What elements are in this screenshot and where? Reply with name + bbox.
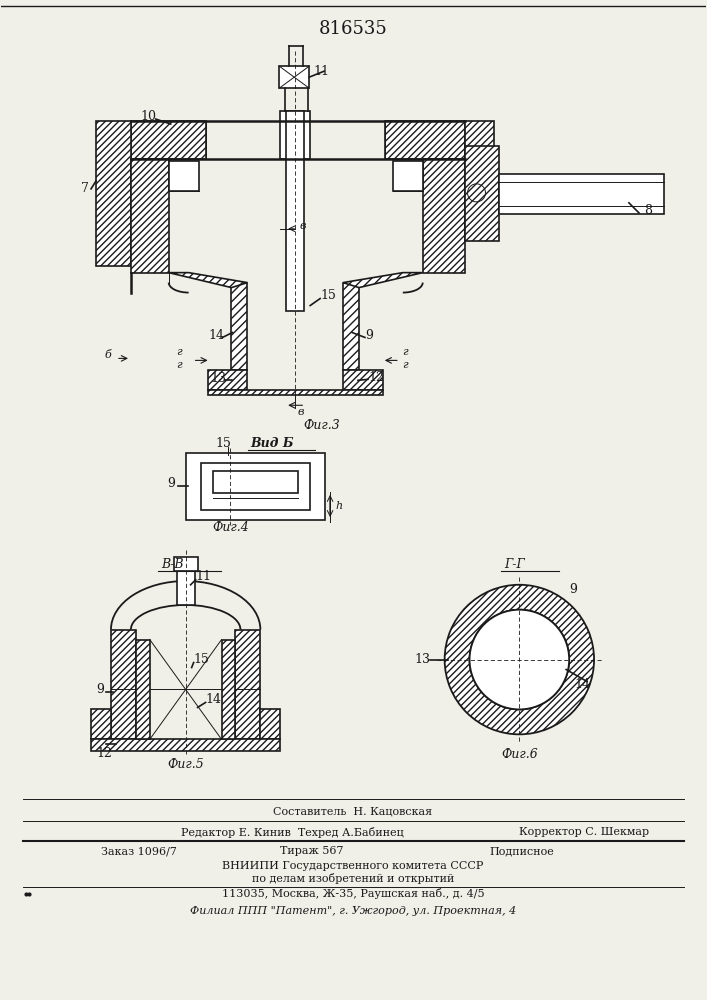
Bar [260, 709, 280, 739]
Bar [131, 121, 206, 159]
Text: Заказ 1096/7: Заказ 1096/7 [101, 846, 177, 856]
Text: 11: 11 [313, 65, 329, 78]
Text: б: б [104, 350, 111, 360]
Text: 11: 11 [196, 570, 211, 583]
Circle shape [469, 610, 569, 709]
Wedge shape [445, 585, 594, 734]
Text: 13: 13 [211, 372, 226, 385]
Bar [201, 463, 310, 510]
Bar [131, 159, 169, 273]
Bar [464, 146, 499, 241]
Text: 9: 9 [96, 683, 104, 696]
Bar [423, 159, 464, 273]
Text: 9: 9 [569, 583, 577, 596]
Bar [91, 739, 280, 751]
Bar [393, 161, 423, 191]
Text: Фиг.6: Фиг.6 [501, 748, 538, 761]
Bar [221, 640, 235, 739]
Text: 816535: 816535 [319, 20, 387, 38]
Text: Фиг.4: Фиг.4 [212, 521, 249, 534]
Text: Подписное: Подписное [489, 846, 554, 856]
Bar [169, 161, 199, 191]
Text: 9: 9 [168, 477, 175, 490]
Text: ВНИИПИ Государственного комитета СССР: ВНИИПИ Государственного комитета СССР [222, 861, 484, 871]
Text: 15: 15 [216, 437, 231, 450]
Bar [343, 370, 383, 390]
Text: 14: 14 [206, 693, 221, 706]
Text: г: г [402, 360, 407, 370]
Bar [208, 390, 383, 395]
Bar [499, 174, 664, 214]
Text: Фиг.5: Фиг.5 [168, 758, 204, 771]
Text: г: г [402, 347, 407, 357]
Text: Г-Г: Г-Г [504, 558, 525, 571]
Polygon shape [343, 273, 423, 288]
Text: 9: 9 [365, 329, 373, 342]
Bar [174, 557, 198, 571]
Bar [136, 640, 150, 739]
Text: Составитель  Н. Кацовская: Составитель Н. Кацовская [274, 806, 433, 816]
Text: 12: 12 [368, 371, 384, 384]
Text: г: г [176, 347, 181, 357]
Text: 15: 15 [194, 653, 209, 666]
Text: г: г [176, 360, 181, 370]
Polygon shape [231, 283, 247, 370]
Text: Фиг.3: Фиг.3 [303, 419, 340, 432]
Text: 15: 15 [320, 289, 336, 302]
Text: 8: 8 [644, 204, 652, 217]
Text: по делам изобретений и открытий: по делам изобретений и открытий [252, 873, 454, 884]
Text: 14: 14 [574, 678, 590, 691]
Bar [464, 121, 494, 221]
Text: 13: 13 [415, 653, 431, 666]
Text: 10: 10 [141, 110, 157, 123]
Text: 14: 14 [209, 329, 225, 342]
Bar [91, 709, 111, 739]
Bar [208, 370, 247, 390]
Text: Вид Б: Вид Б [250, 437, 294, 450]
Text: Филиал ППП "Патент", г. Ужгород, ул. Проектная, 4: Филиал ППП "Патент", г. Ужгород, ул. Про… [190, 906, 516, 916]
Text: В-В: В-В [160, 558, 183, 571]
Bar [385, 121, 464, 159]
Bar [279, 66, 309, 88]
Polygon shape [343, 283, 359, 370]
Text: в: в [299, 221, 305, 231]
Bar [286, 111, 304, 311]
Text: h: h [335, 501, 342, 511]
Bar [213, 471, 298, 493]
Bar [280, 111, 310, 159]
Text: 12: 12 [96, 747, 112, 760]
Polygon shape [169, 273, 247, 288]
Text: Тираж 567: Тираж 567 [280, 846, 344, 856]
Text: 113035, Москва, Ж-35, Раушская наб., д. 4/5: 113035, Москва, Ж-35, Раушская наб., д. … [222, 888, 484, 899]
Text: Корректор С. Шекмар: Корректор С. Шекмар [520, 827, 650, 837]
Bar [177, 570, 194, 605]
Text: в: в [297, 407, 304, 417]
Bar [235, 630, 260, 739]
Bar [96, 121, 131, 266]
Text: 7: 7 [81, 182, 89, 195]
Bar [111, 630, 136, 739]
Text: Редактор Е. Кинив  Техред А.Бабинец: Редактор Е. Кинив Техред А.Бабинец [181, 827, 404, 838]
Bar [186, 453, 325, 520]
